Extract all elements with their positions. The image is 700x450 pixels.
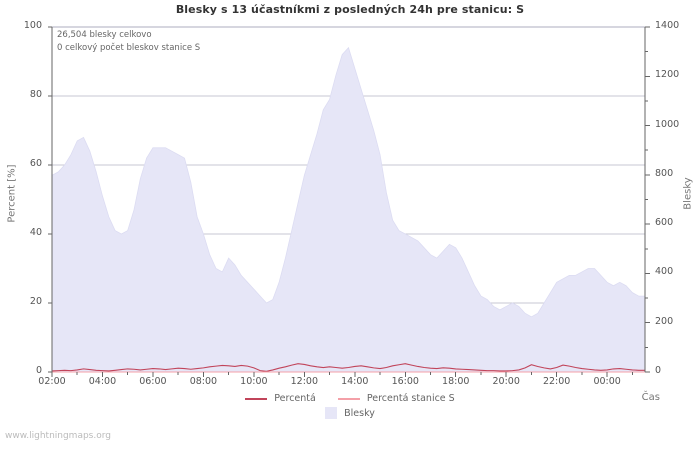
- y-axis-right-tick-label: 400: [655, 266, 674, 278]
- y-axis-left-tick-label: 40: [29, 227, 42, 238]
- y-axis-left-tick-label: 20: [29, 296, 42, 307]
- y-axis-left-tick-label: 0: [35, 365, 42, 376]
- watermark: www.lightningmaps.org: [5, 431, 111, 441]
- x-axis-tick-label: 00:00: [593, 376, 621, 387]
- annotation-total-strokes: 26,504 blesky celkovo: [57, 30, 152, 40]
- legend-item-blesky[interactable]: Blesky: [325, 407, 375, 419]
- y-axis-right-tick-label: 600: [655, 217, 674, 229]
- y-axis-left-tick-label: 80: [29, 89, 42, 100]
- x-axis-tick-label: 16:00: [391, 376, 419, 387]
- y-axis-right-tick-label: 800: [655, 167, 674, 179]
- x-axis-tick-label: 14:00: [341, 376, 369, 387]
- legend-item-percent[interactable]: Percentá: [245, 393, 316, 404]
- legend-label: Percentá: [274, 393, 316, 404]
- x-axis-title: Čas: [641, 392, 660, 403]
- x-axis-tick-label: 02:00: [38, 376, 66, 387]
- y-axis-left-tick-label: 100: [23, 20, 42, 31]
- legend-line-icon: [337, 397, 360, 400]
- x-axis-tick-label: 04:00: [88, 376, 117, 387]
- y-axis-left-tick-label: 60: [29, 158, 42, 169]
- x-axis-tick-label: 22:00: [542, 376, 571, 387]
- y-axis-right-tick-label: 0: [655, 365, 662, 376]
- y-axis-right-tick-label: 1400: [655, 20, 680, 31]
- x-axis-tick-label: 06:00: [139, 376, 167, 387]
- x-axis-tick-label: 08:00: [189, 376, 218, 387]
- chart-title: Blesky s 13 účastníkmi z posledných 24h …: [175, 3, 525, 16]
- legend-row-lines: Percentá Percentá stanice S: [245, 393, 455, 404]
- x-axis-tick-label: 10:00: [240, 376, 268, 387]
- chart-legend: Percentá Percentá stanice S Blesky: [0, 393, 700, 419]
- x-axis-tick-label: 20:00: [492, 376, 520, 387]
- legend-label: Percentá stanice S: [366, 393, 455, 404]
- y-axis-right-tick-label: 1200: [655, 69, 680, 81]
- legend-label: Blesky: [344, 407, 375, 419]
- legend-row-area: Blesky: [325, 407, 375, 419]
- annotation-station-strokes: 0 celkový počet bleskov stanice S: [57, 43, 201, 53]
- legend-line-icon: [245, 397, 268, 400]
- y-axis-right-tick-label: 200: [655, 315, 674, 327]
- legend-swatch-icon: [325, 407, 338, 419]
- x-axis-tick-label: 18:00: [442, 376, 470, 387]
- y-axis-right-tick-label: 1000: [655, 118, 680, 130]
- legend-item-percent-stanice-s[interactable]: Percentá stanice S: [337, 393, 455, 404]
- x-axis-tick-label: 12:00: [290, 376, 319, 387]
